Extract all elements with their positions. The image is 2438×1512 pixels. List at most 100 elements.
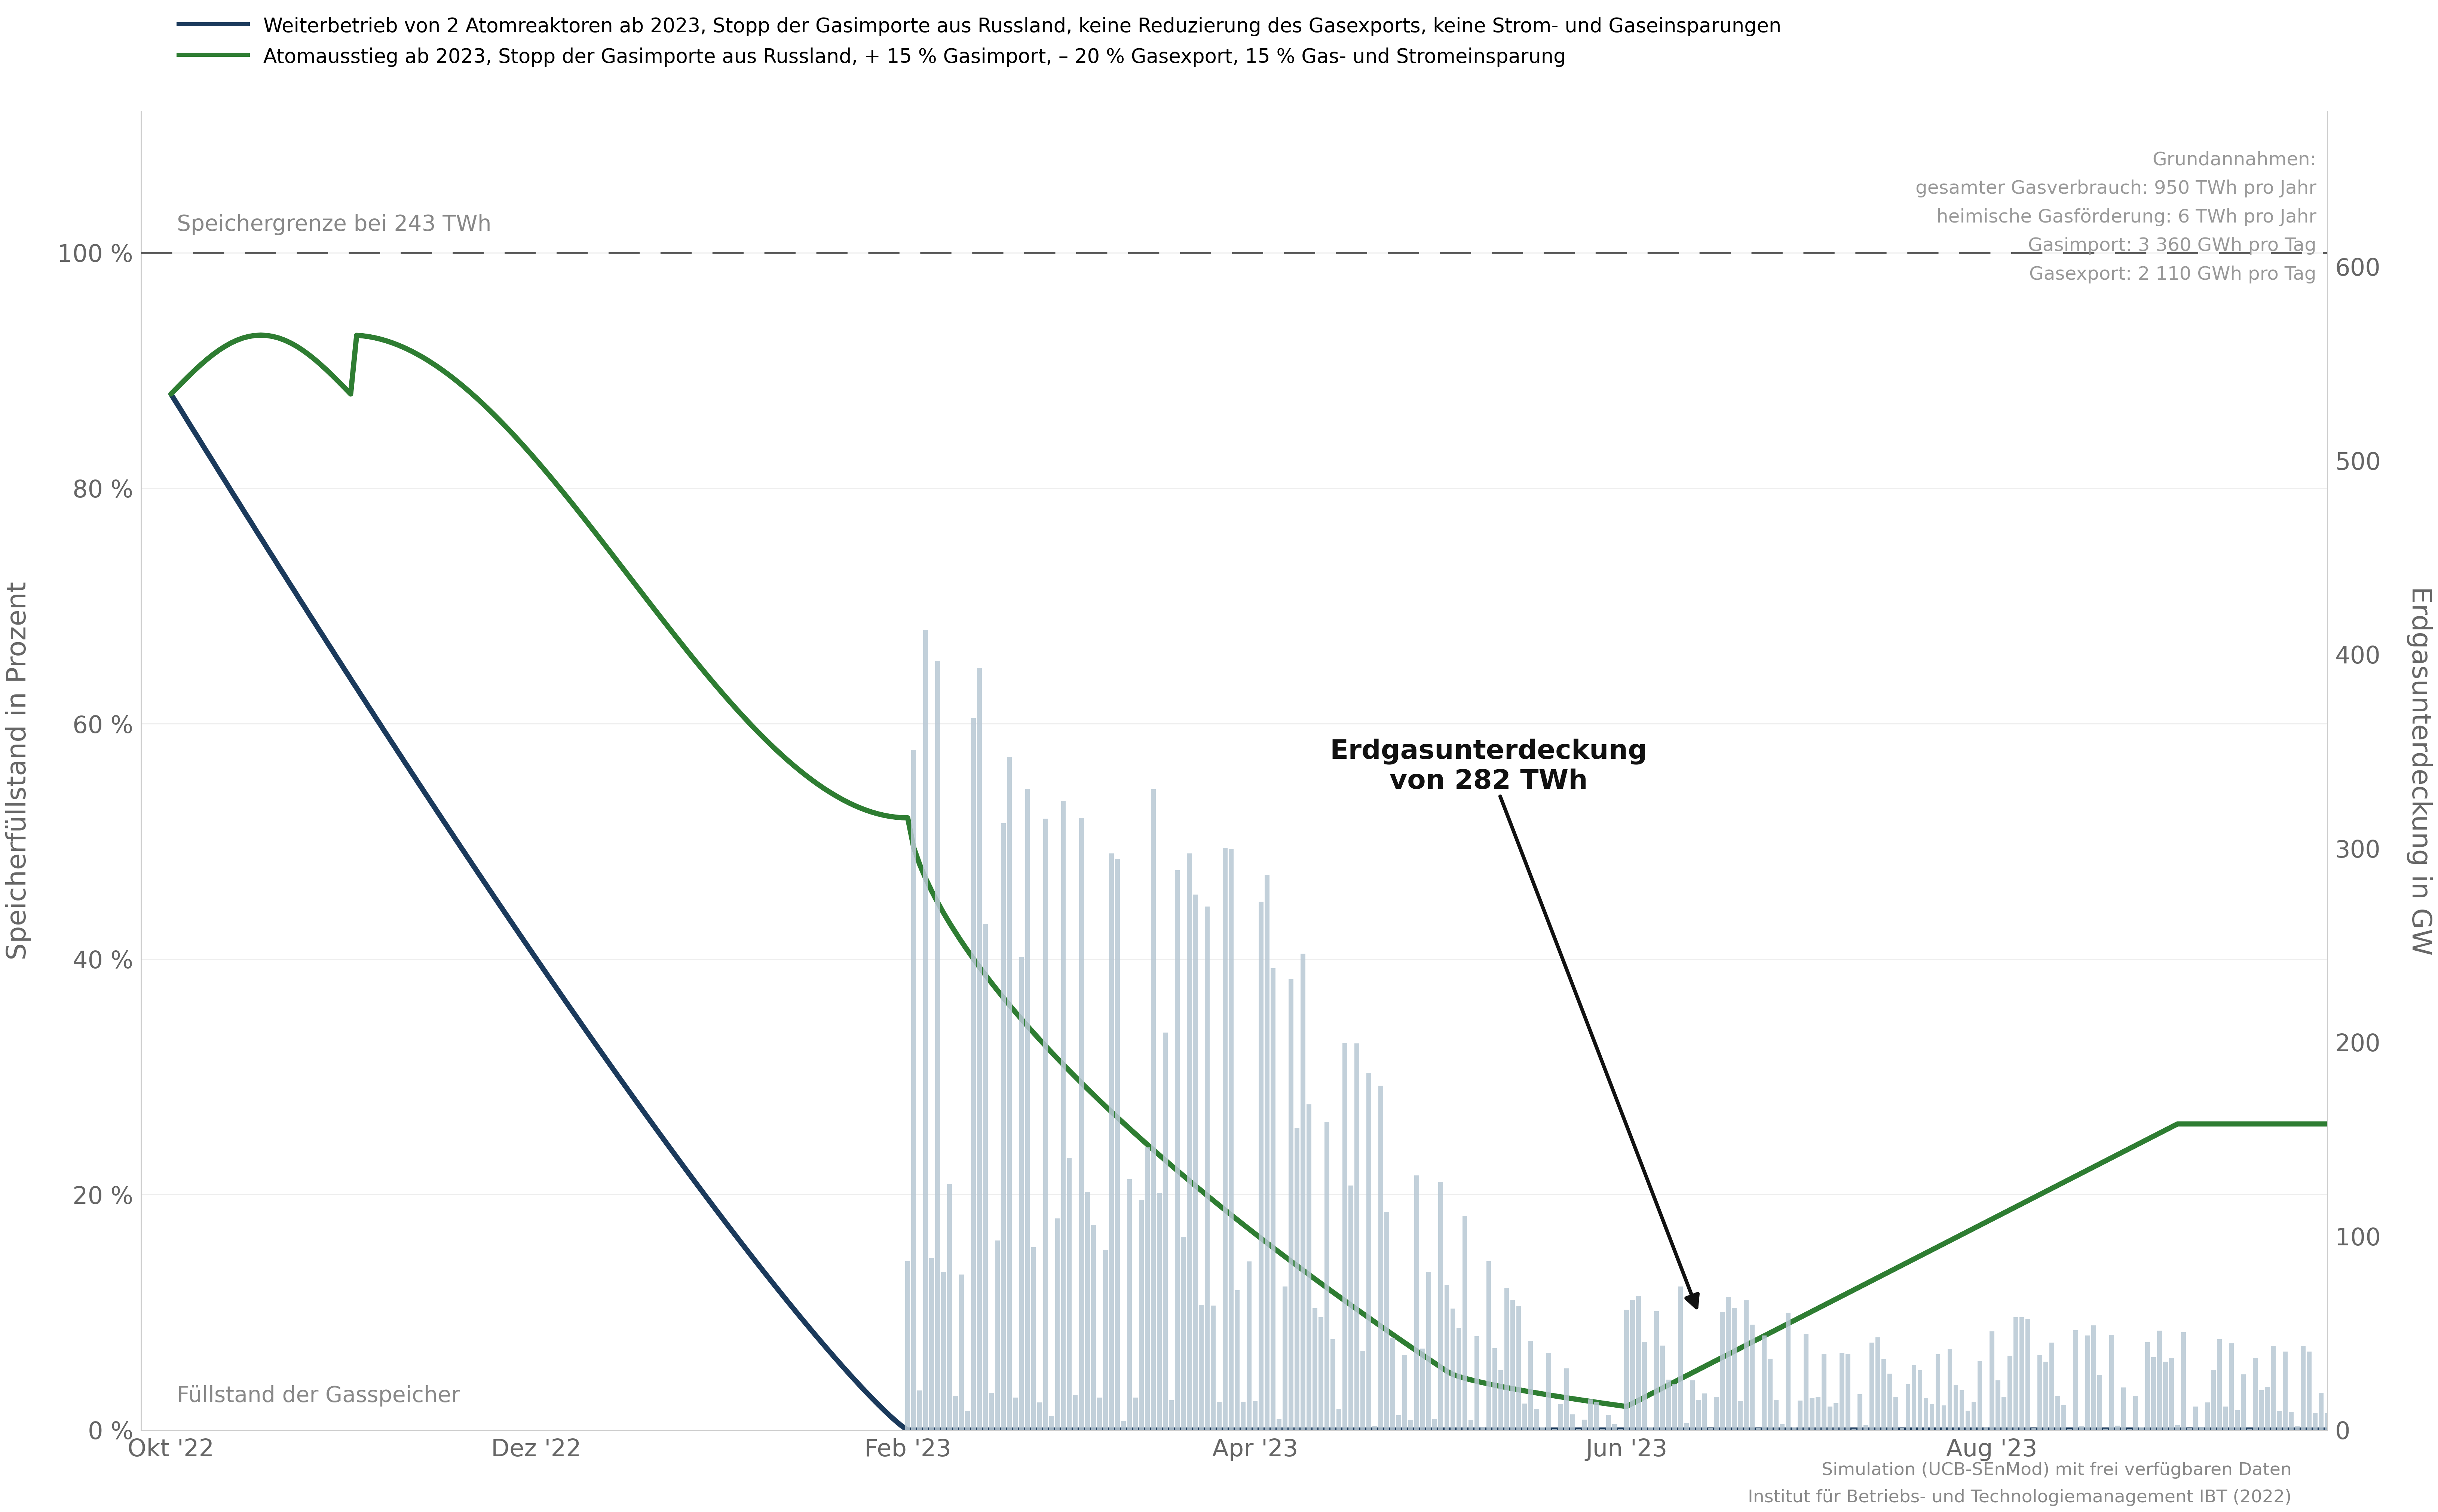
Bar xyxy=(970,718,975,1430)
Bar xyxy=(1570,1414,1575,1430)
Bar xyxy=(1828,1406,1833,1430)
Bar xyxy=(1743,1300,1748,1430)
Bar xyxy=(1953,1385,1958,1430)
Bar xyxy=(2265,1387,2270,1430)
Bar xyxy=(1426,1272,1431,1430)
Bar xyxy=(1804,1334,1809,1430)
Bar xyxy=(1085,1191,1090,1430)
Bar xyxy=(2270,1346,2275,1430)
Bar xyxy=(1797,1400,1802,1430)
Bar xyxy=(2014,1317,2019,1430)
Bar xyxy=(958,1275,963,1430)
Bar xyxy=(1941,1406,1946,1430)
Bar xyxy=(2343,1414,2348,1430)
Bar xyxy=(1785,1312,1789,1430)
Bar xyxy=(1163,1033,1168,1430)
Bar xyxy=(1068,1158,1073,1430)
Bar xyxy=(1709,1429,1711,1430)
Bar xyxy=(2060,1405,2065,1430)
Bar xyxy=(1697,1400,1702,1430)
Bar xyxy=(1702,1394,1707,1430)
Bar xyxy=(965,1411,970,1430)
Bar xyxy=(2043,1362,2048,1430)
Bar xyxy=(2170,1358,2175,1430)
Bar xyxy=(1278,1420,1282,1430)
Bar xyxy=(1080,818,1085,1430)
Bar xyxy=(1665,1379,1670,1430)
Bar xyxy=(1114,859,1119,1430)
Bar xyxy=(2121,1388,2126,1430)
Bar xyxy=(1594,1402,1599,1430)
Bar xyxy=(1985,1427,1989,1430)
Bar xyxy=(2084,1335,2089,1430)
Y-axis label: Speicherfüllstand in Prozent: Speicherfüllstand in Prozent xyxy=(5,582,32,960)
Bar xyxy=(1648,1427,1653,1430)
Bar xyxy=(2150,1358,2155,1430)
Bar xyxy=(2294,1426,2299,1430)
Bar xyxy=(1894,1397,1899,1430)
Bar xyxy=(1192,895,1197,1430)
Bar xyxy=(1455,1328,1460,1430)
Bar xyxy=(1534,1409,1538,1430)
Bar xyxy=(1546,1353,1551,1430)
Bar xyxy=(1504,1288,1509,1430)
Bar xyxy=(2158,1331,2163,1430)
Bar xyxy=(2289,1412,2294,1430)
Bar xyxy=(1660,1346,1665,1430)
Bar xyxy=(1336,1409,1341,1430)
Bar xyxy=(1960,1390,1965,1430)
Bar xyxy=(1928,1405,1933,1430)
Bar xyxy=(1331,1340,1336,1430)
Text: Grundannahmen:
gesamter Gasverbrauch: 950 TWh pro Jahr
heimische Gasförderung: 6: Grundannahmen: gesamter Gasverbrauch: 95… xyxy=(1916,151,2316,283)
Bar xyxy=(1582,1420,1587,1430)
Bar xyxy=(1919,1370,1921,1430)
Bar xyxy=(1212,1306,1217,1430)
Bar xyxy=(2319,1393,2323,1430)
Bar xyxy=(2211,1370,2216,1430)
Bar xyxy=(924,629,929,1430)
Bar xyxy=(1541,1427,1546,1430)
Bar xyxy=(1295,1128,1299,1430)
Bar xyxy=(1719,1312,1724,1430)
Bar xyxy=(1031,1247,1036,1430)
Bar xyxy=(1509,1300,1514,1430)
Bar xyxy=(2331,1353,2336,1430)
Bar xyxy=(1516,1306,1521,1430)
Bar xyxy=(904,1261,909,1430)
Bar xyxy=(1390,1338,1395,1430)
Bar xyxy=(1936,1355,1941,1430)
Bar xyxy=(1977,1361,1982,1430)
Bar xyxy=(2006,1356,2011,1430)
Bar xyxy=(1821,1353,1826,1430)
Bar xyxy=(1373,1426,1377,1430)
Bar xyxy=(2260,1390,2265,1430)
Bar xyxy=(1282,1287,1287,1430)
Bar xyxy=(1073,1396,1078,1430)
Bar xyxy=(1809,1399,1814,1430)
Bar xyxy=(1858,1394,1863,1430)
Bar xyxy=(2116,1426,2121,1430)
Bar xyxy=(1109,853,1114,1430)
Bar xyxy=(1168,1400,1173,1430)
Bar xyxy=(2348,1412,2353,1430)
Bar xyxy=(1887,1373,1892,1430)
Bar xyxy=(1134,1397,1139,1430)
Bar xyxy=(1365,1074,1370,1430)
Bar xyxy=(1043,818,1048,1430)
Bar xyxy=(1061,801,1065,1430)
Bar xyxy=(1924,1399,1928,1430)
Bar xyxy=(1480,1427,1485,1430)
Bar xyxy=(2216,1340,2221,1430)
Bar xyxy=(1565,1368,1570,1430)
Bar xyxy=(1690,1380,1694,1430)
Bar xyxy=(1204,906,1209,1430)
Text: Simulation (UCB-SEnMod) mit frei verfügbaren Daten: Simulation (UCB-SEnMod) mit frei verfügb… xyxy=(1821,1462,2292,1479)
Bar xyxy=(953,1396,958,1430)
Bar xyxy=(1290,978,1295,1430)
Bar xyxy=(1911,1365,1916,1430)
Bar xyxy=(1299,954,1304,1430)
Bar xyxy=(2314,1412,2319,1430)
Bar xyxy=(1048,1415,1053,1430)
Bar xyxy=(1792,1427,1797,1430)
Bar xyxy=(1397,1415,1402,1430)
